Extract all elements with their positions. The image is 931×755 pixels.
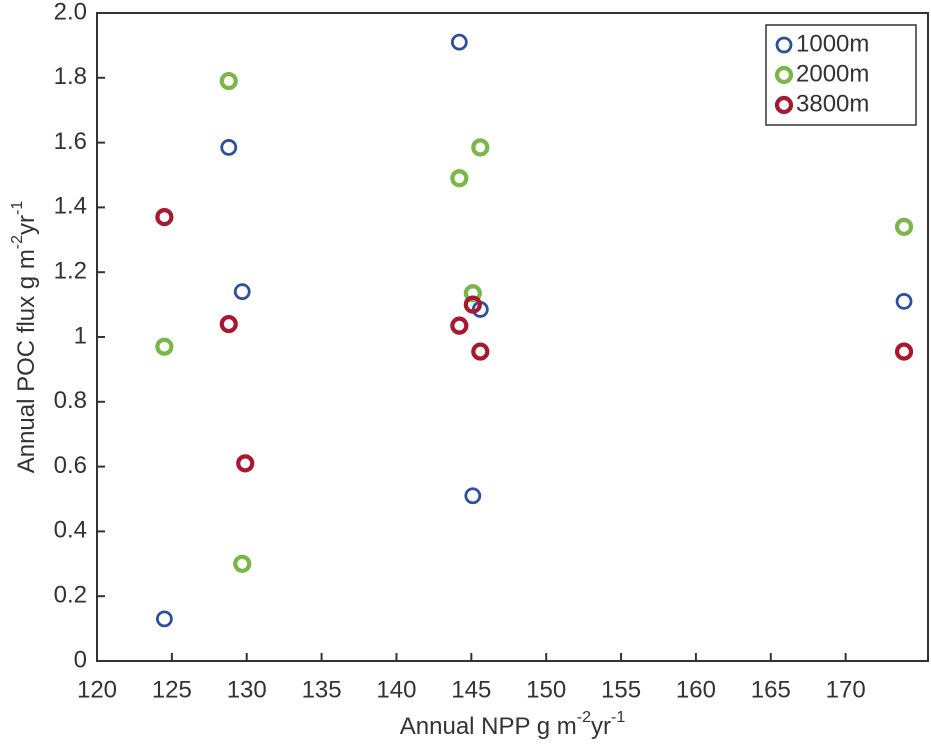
legend-label: 2000m bbox=[796, 60, 869, 87]
point bbox=[471, 138, 490, 157]
legend-marker bbox=[774, 65, 794, 85]
x-label: Annual NPP g m-2yr-1 bbox=[400, 709, 626, 740]
superscript: -2 bbox=[9, 235, 26, 249]
point bbox=[450, 33, 468, 51]
point bbox=[155, 337, 174, 356]
x-tick-label: 120 bbox=[77, 676, 117, 703]
y-tick-label: 2.0 bbox=[54, 0, 87, 25]
point bbox=[463, 284, 482, 303]
y-tick-label: 0.2 bbox=[54, 582, 87, 609]
x-tick-label: 150 bbox=[526, 676, 566, 703]
point bbox=[219, 314, 238, 334]
label-part: Annual NPP g m bbox=[400, 713, 577, 740]
point bbox=[233, 554, 252, 573]
point bbox=[155, 610, 173, 628]
x-tick-label: 140 bbox=[376, 676, 416, 703]
point bbox=[236, 454, 255, 473]
x-tick-label: 170 bbox=[826, 676, 866, 703]
x-tick-label: 165 bbox=[751, 676, 791, 703]
x-tick-label: 135 bbox=[302, 676, 342, 703]
point bbox=[450, 169, 469, 188]
point bbox=[219, 71, 238, 91]
label-part: yr bbox=[13, 215, 40, 235]
point bbox=[155, 208, 174, 227]
y-tick-label: 0 bbox=[74, 646, 87, 673]
x-tick-label: 145 bbox=[451, 676, 491, 703]
legend-marker bbox=[774, 95, 794, 115]
x-tick-label: 160 bbox=[676, 676, 716, 703]
y-tick-label: 1.6 bbox=[54, 128, 87, 155]
y-tick-label: 1.2 bbox=[54, 258, 87, 285]
point bbox=[894, 217, 914, 236]
x-tick-label: 155 bbox=[601, 676, 641, 703]
point bbox=[220, 139, 238, 156]
y-label: Annual POC flux g m-2yr-1 bbox=[9, 201, 40, 474]
label-part: yr bbox=[591, 713, 611, 740]
point bbox=[463, 295, 482, 314]
y-tick-label: 1 bbox=[74, 322, 87, 349]
y-tick-label: 1.8 bbox=[54, 63, 87, 90]
point bbox=[895, 292, 913, 310]
superscript: -1 bbox=[611, 709, 625, 726]
y-tick-label: 0.4 bbox=[54, 517, 87, 544]
legend-label: 3800m bbox=[796, 90, 869, 117]
point bbox=[464, 487, 482, 505]
legend-label: 1000m bbox=[796, 30, 869, 57]
label-part: Annual POC flux g m bbox=[13, 249, 40, 473]
point bbox=[233, 283, 251, 301]
point bbox=[894, 342, 914, 361]
x-tick-label: 130 bbox=[227, 676, 267, 703]
y-tick-label: 0.6 bbox=[54, 452, 87, 479]
x-tick-label: 125 bbox=[152, 676, 192, 703]
superscript: -1 bbox=[9, 201, 26, 215]
y-tick-label: 1.4 bbox=[54, 193, 87, 220]
point bbox=[450, 316, 469, 335]
superscript: -2 bbox=[577, 709, 591, 726]
y-tick-label: 0.8 bbox=[54, 387, 87, 414]
point bbox=[471, 342, 490, 361]
legend-marker bbox=[775, 36, 793, 54]
